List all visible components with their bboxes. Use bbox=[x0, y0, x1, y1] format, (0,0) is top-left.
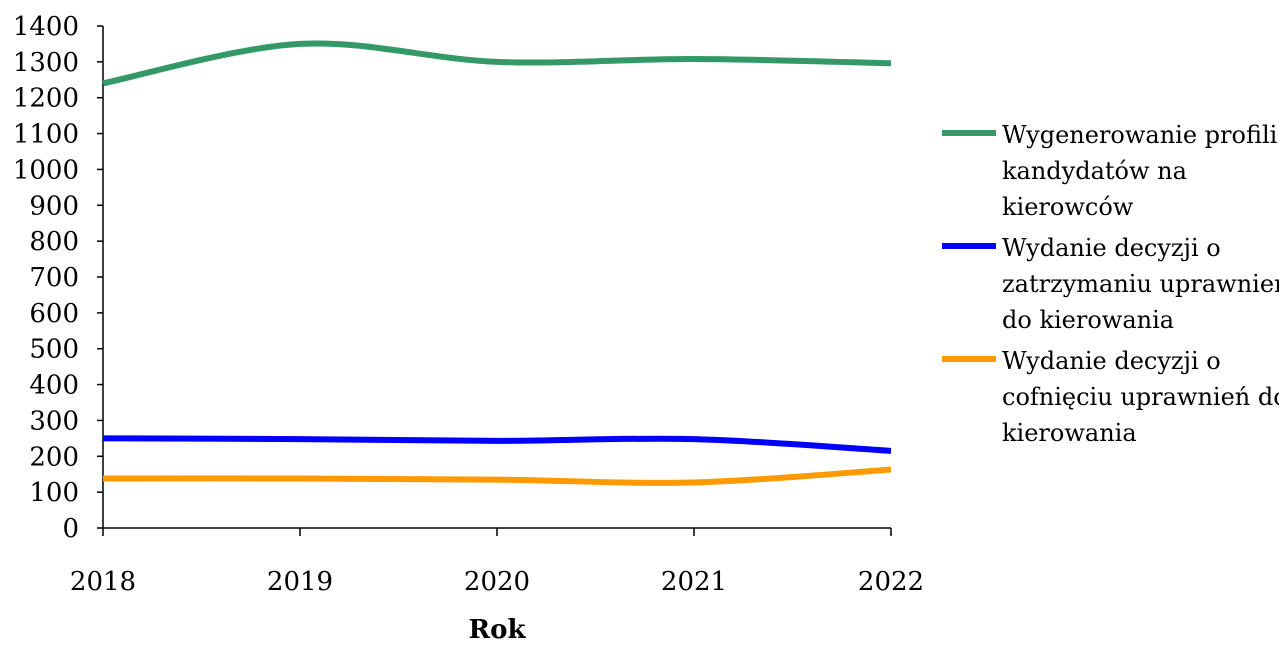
y-tick-label: 1400 bbox=[13, 12, 79, 42]
x-tick-label: 2020 bbox=[464, 567, 530, 597]
y-tick-label: 900 bbox=[29, 191, 79, 221]
legend-label: zatrzymaniu uprawnień bbox=[1002, 270, 1279, 298]
x-axis-title: Rok bbox=[469, 615, 527, 645]
legend-label: kierowców bbox=[1002, 193, 1134, 221]
y-tick-label: 0 bbox=[62, 514, 79, 544]
y-tick-label: 1100 bbox=[13, 120, 79, 150]
y-tick-label: 500 bbox=[29, 335, 79, 365]
series-line-1 bbox=[102, 40, 892, 87]
legend-label: Wygenerowanie profili bbox=[1002, 121, 1278, 149]
y-tick-label: 1000 bbox=[13, 155, 79, 185]
legend-label: do kierowania bbox=[1002, 306, 1174, 334]
x-tick-label: 2022 bbox=[858, 567, 924, 597]
series-line-3 bbox=[102, 466, 892, 486]
y-tick-label: 1300 bbox=[13, 48, 79, 78]
y-tick-label: 800 bbox=[29, 227, 79, 257]
x-tick-label: 2018 bbox=[70, 567, 136, 597]
y-tick-label: 200 bbox=[29, 442, 79, 472]
legend-item-2: Wydanie decyzji o zatrzymaniu uprawnień do… bbox=[942, 234, 1279, 334]
y-tick-label: 700 bbox=[29, 263, 79, 293]
series-line-2 bbox=[102, 435, 892, 454]
legend-item-3: Wydanie decyzji o cofnięciu uprawnień do k… bbox=[942, 347, 1279, 447]
legend-label: Wydanie decyzji o bbox=[1002, 347, 1221, 375]
y-tick-label: 600 bbox=[29, 299, 79, 329]
x-tick-label: 2019 bbox=[267, 567, 333, 597]
y-tick-label: 100 bbox=[29, 478, 79, 508]
legend-label: kandydatów na bbox=[1002, 157, 1187, 185]
y-tick-label: 300 bbox=[29, 406, 79, 436]
y-tick-label: 1200 bbox=[13, 84, 79, 114]
legend-label: kierowania bbox=[1002, 419, 1137, 447]
y-tick-label: 400 bbox=[29, 371, 79, 401]
legend-item-1: Wygenerowanie profili kandydatów na kierow… bbox=[942, 121, 1278, 221]
legend-label: cofnięciu uprawnień do bbox=[1002, 383, 1279, 411]
legend-label: Wydanie decyzji o bbox=[1002, 234, 1221, 262]
x-tick-label: 2021 bbox=[661, 567, 727, 597]
